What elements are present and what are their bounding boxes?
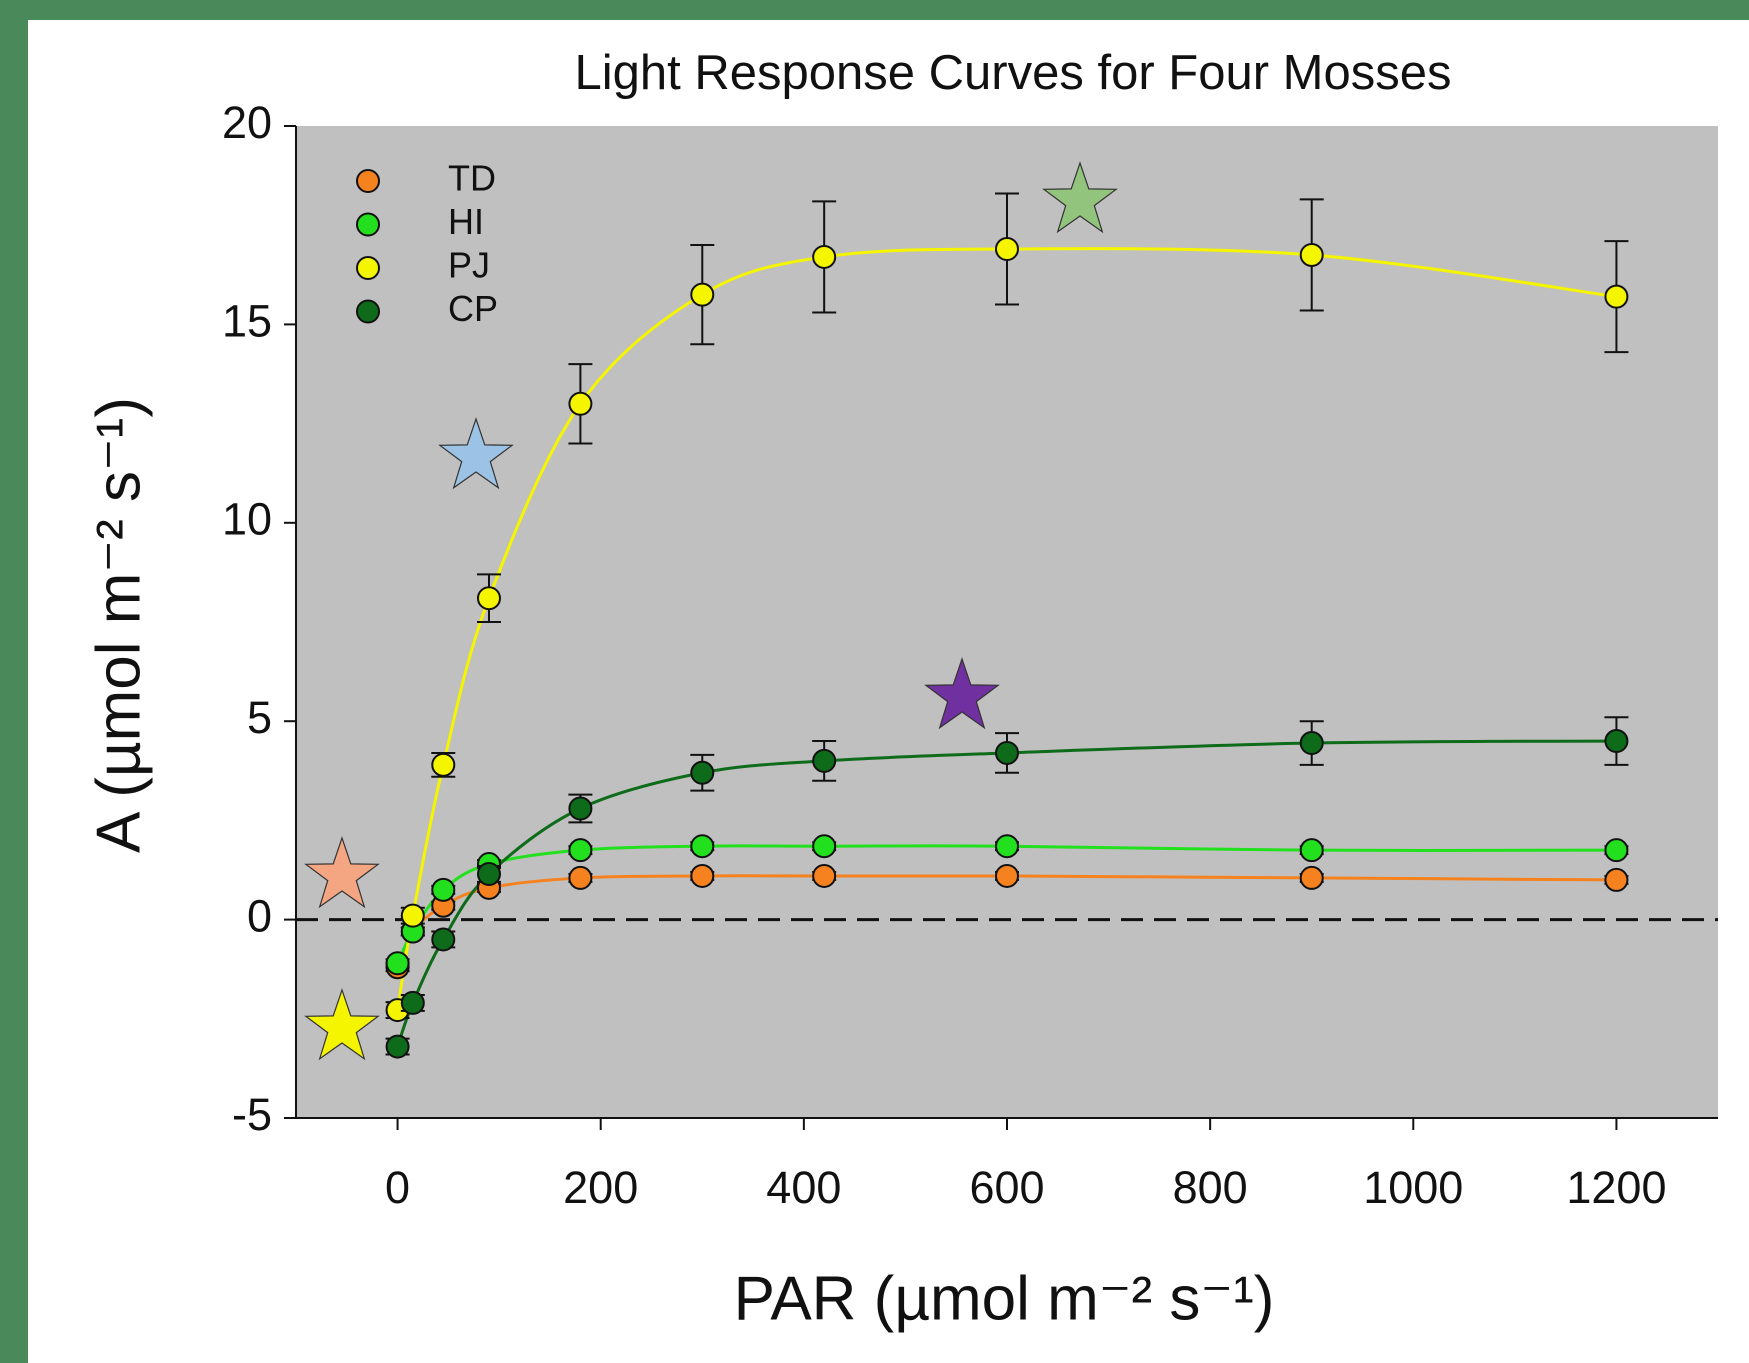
point xyxy=(431,877,456,902)
x-tick-label: 800 xyxy=(1173,1162,1248,1213)
point xyxy=(812,863,837,888)
legend-label: TD xyxy=(448,158,496,199)
point xyxy=(1604,729,1629,754)
chart-title: Light Response Curves for Four Mosses xyxy=(575,46,1452,100)
point xyxy=(995,863,1019,888)
point xyxy=(690,834,715,859)
point xyxy=(431,927,456,952)
point xyxy=(568,838,593,863)
legend-label: CP xyxy=(448,288,498,329)
y-tick-label: 20 xyxy=(222,97,272,148)
point xyxy=(1604,838,1629,863)
point xyxy=(476,586,501,611)
y-tick-label: -5 xyxy=(232,1089,272,1140)
point xyxy=(1299,865,1324,890)
y-tick-label: 0 xyxy=(247,890,272,941)
point xyxy=(1604,867,1629,892)
point xyxy=(1604,284,1629,309)
point xyxy=(812,748,837,773)
point xyxy=(400,990,425,1015)
point xyxy=(995,237,1019,262)
point xyxy=(568,796,593,821)
x-tick-label: 1000 xyxy=(1363,1162,1463,1213)
point xyxy=(690,760,715,785)
point xyxy=(568,391,593,416)
y-axis-label: A (µmol m⁻² s⁻¹) xyxy=(84,397,153,853)
point xyxy=(568,865,593,890)
point xyxy=(1299,838,1324,863)
x-tick-label: 1200 xyxy=(1566,1162,1666,1213)
legend-label: HI xyxy=(448,201,484,242)
point xyxy=(995,740,1019,765)
x-axis-label: PAR (µmol m⁻² s⁻¹) xyxy=(734,1264,1275,1333)
y-tick-label: 5 xyxy=(247,692,272,743)
y-tick-label: 15 xyxy=(222,295,272,346)
point xyxy=(385,951,410,976)
x-tick-label: 400 xyxy=(766,1162,841,1213)
legend-marker xyxy=(356,169,380,193)
point xyxy=(812,834,837,859)
legend-marker xyxy=(356,299,380,324)
x-tick-label: 0 xyxy=(385,1162,410,1213)
point xyxy=(1299,242,1324,267)
point xyxy=(385,1034,410,1059)
point xyxy=(995,834,1019,859)
point xyxy=(1299,731,1324,756)
point xyxy=(431,752,456,777)
point xyxy=(400,903,425,928)
x-tick-label: 600 xyxy=(969,1162,1044,1213)
legend-marker xyxy=(356,256,380,280)
legend-marker xyxy=(356,212,380,237)
x-tick-label: 200 xyxy=(563,1162,638,1213)
point xyxy=(690,282,715,307)
point xyxy=(812,244,837,269)
point xyxy=(690,863,715,888)
point xyxy=(476,861,501,886)
legend-label: PJ xyxy=(448,245,490,286)
y-tick-label: 10 xyxy=(222,494,272,545)
fit-line xyxy=(396,247,1617,1011)
